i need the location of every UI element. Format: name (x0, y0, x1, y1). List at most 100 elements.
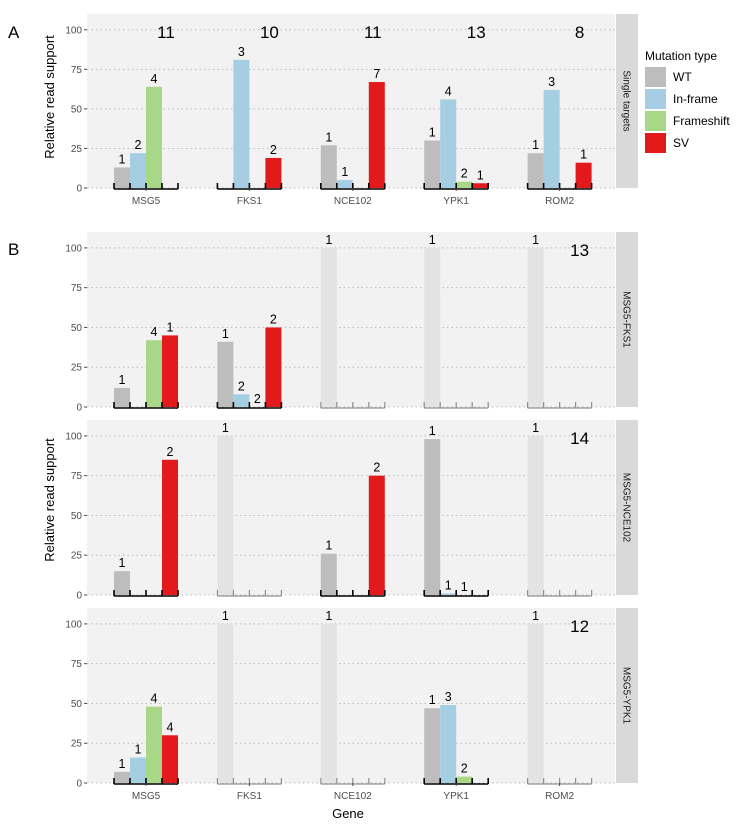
y-tick-label: 50 (71, 511, 83, 522)
x-tick-label: FKS1 (237, 196, 262, 207)
bar-ypk1-in-frame (440, 705, 457, 783)
bar-fks1-wt (217, 435, 234, 595)
legend-items: WT In-frame Frameshift SV (645, 67, 730, 153)
bar-ypk1-frameshift (456, 181, 473, 188)
y-axis-title-b: Relative read support (42, 438, 57, 562)
y-tick-label: 50 (71, 699, 83, 710)
bar-ypk1-in-frame (440, 99, 457, 188)
x-tick-label: FKS1 (237, 791, 262, 802)
count-label: 1 (477, 168, 484, 182)
count-label: 1 (167, 320, 174, 334)
y-tick-label: 100 (65, 243, 82, 254)
x-tick-label: MSG5 (132, 196, 161, 207)
y-tick-label: 75 (71, 283, 83, 294)
legend-key-in-frame (645, 89, 666, 109)
bar-msg5-sv (162, 735, 178, 783)
bar-rom2-in-frame (543, 89, 560, 188)
count-label: 2 (461, 762, 468, 776)
bar-msg5-wt (114, 771, 130, 783)
bar-fks1-sv (265, 327, 282, 407)
count-label: 1 (429, 693, 436, 707)
count-label: 4 (445, 84, 452, 98)
count-label: 1 (222, 327, 229, 341)
facet-strip (616, 14, 638, 188)
bar-nce102-sv (368, 82, 385, 188)
y-tick-label: 100 (65, 431, 82, 442)
count-label: 3 (238, 45, 245, 59)
bar-ypk1-wt (424, 247, 441, 407)
bar-rom2-sv (575, 162, 592, 188)
group-total-label: 12 (570, 617, 589, 636)
bar-rom2-wt (527, 247, 544, 407)
count-label: 1 (119, 757, 126, 771)
y-tick-label: 0 (76, 403, 82, 414)
bar-msg5-wt (114, 571, 130, 595)
count-label: 1 (445, 578, 452, 592)
y-tick-label: 75 (71, 659, 83, 670)
bar-fks1-in-frame (233, 59, 250, 188)
x-tick-label: YPK1 (443, 791, 469, 802)
count-label: 4 (167, 720, 174, 734)
y-tick-label: 25 (71, 551, 83, 562)
count-label: 2 (167, 445, 174, 459)
bar-nce102-sv (368, 475, 385, 595)
facet-strip (616, 608, 638, 783)
count-label: 1 (119, 373, 126, 387)
y-tick-label: 100 (65, 25, 82, 36)
count-label: 1 (429, 424, 436, 438)
count-label: 1 (580, 148, 587, 162)
facet-strip (616, 232, 638, 407)
y-tick-label: 0 (76, 591, 82, 602)
bar-msg5-frameshift (146, 86, 162, 188)
count-label: 4 (151, 325, 158, 339)
bar-nce102-in-frame (336, 180, 353, 188)
bar-msg5-sv (162, 335, 178, 407)
bar-nce102-wt (320, 623, 337, 783)
bar-nce102-wt (320, 247, 337, 407)
legend-label-frameshift: Frameshift (673, 114, 730, 128)
legend: Mutation type WT In-frame Frameshift SV (645, 49, 730, 153)
legend-label-sv: SV (673, 136, 689, 150)
bar-msg5-in-frame (130, 153, 146, 188)
group-total-label: 14 (570, 429, 589, 448)
facet-strip-label: MSG5-FKS1 (621, 291, 632, 348)
x-tick-label: MSG5 (132, 791, 161, 802)
count-label: 4 (151, 692, 158, 706)
count-label: 1 (325, 539, 332, 553)
group-total-label: 11 (157, 23, 175, 42)
y-tick-label: 0 (76, 184, 82, 195)
count-label: 1 (532, 421, 539, 435)
bar-msg5-wt (114, 387, 130, 407)
count-label: 4 (151, 72, 158, 86)
bar-fks1-in-frame (233, 394, 250, 407)
bar-ypk1-sv (472, 183, 489, 188)
group-total-label: 8 (575, 23, 584, 42)
legend-label-in-frame: In-frame (673, 92, 718, 106)
y-tick-label: 25 (71, 739, 83, 750)
bar-fks1-sv (265, 157, 282, 188)
bar-ypk1-wt (424, 708, 441, 783)
bar-msg5-wt (114, 167, 130, 188)
bar-ypk1-wt (424, 439, 441, 595)
x-axis-title: Gene (332, 806, 364, 821)
facet-strip-label: Single targets (621, 70, 632, 131)
count-label: 1 (222, 609, 229, 623)
count-label: 1 (461, 580, 468, 594)
panel-background (87, 14, 615, 188)
bar-rom2-wt (527, 435, 544, 595)
bar-rom2-wt (527, 623, 544, 783)
count-label: 1 (429, 233, 436, 247)
count-label: 2 (254, 392, 261, 406)
facet-strip-label: MSG5-NCE102 (621, 473, 632, 543)
count-label: 1 (532, 609, 539, 623)
bar-fks1-wt (217, 623, 234, 783)
facet-strip-label: MSG5-YPK1 (621, 667, 632, 725)
panel-letter-b: B (8, 240, 19, 259)
y-tick-label: 0 (76, 779, 82, 790)
bar-msg5-frameshift (146, 706, 162, 783)
count-label: 1 (325, 130, 332, 144)
